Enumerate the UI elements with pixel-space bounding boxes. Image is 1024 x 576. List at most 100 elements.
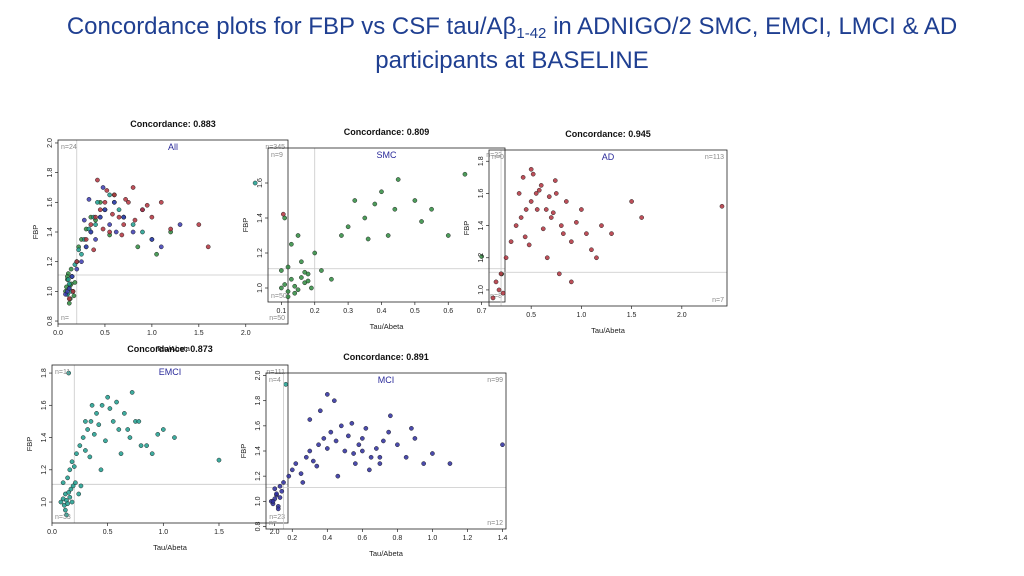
y-tick-label: 1.4 [47, 227, 54, 237]
group-label: EMCI [159, 367, 182, 377]
data-point [445, 233, 451, 238]
data-point [292, 290, 298, 296]
x-tick-label: 0.2 [310, 308, 320, 315]
x-tick-label: 0.6 [357, 535, 367, 542]
data-point [412, 436, 418, 441]
y-tick-label: 1.6 [257, 178, 264, 188]
data-point [279, 285, 284, 291]
y-axis-label: FBP [462, 221, 471, 236]
data-point [69, 499, 75, 505]
data-point [360, 436, 365, 441]
data-point [584, 231, 589, 236]
data-point [130, 229, 136, 235]
data-point [508, 239, 514, 244]
count-top-right: n=99 [487, 377, 503, 384]
chart-title: Concordance: 0.891 [343, 352, 429, 362]
data-point [252, 180, 258, 186]
data-point [83, 448, 88, 453]
data-point [275, 506, 281, 512]
data-point [96, 422, 102, 427]
data-point [66, 370, 72, 376]
data-point [310, 458, 316, 464]
data-point [274, 491, 279, 497]
x-tick-label: 1.0 [158, 529, 168, 536]
data-point [79, 259, 84, 265]
data-point [305, 278, 311, 284]
data-point [149, 451, 155, 456]
data-point [534, 207, 540, 212]
data-point [140, 229, 145, 235]
x-axis-label: Tau/Abeta [370, 322, 405, 331]
data-point [351, 451, 356, 456]
y-tick-label: 1.2 [257, 248, 264, 258]
count-top-right: n=22 [486, 152, 502, 159]
title-text-post: in ADNIGO/2 SMC, EMCI, LMCI & AD [546, 13, 958, 40]
x-tick-label: 0.4 [322, 535, 332, 542]
chart-title: Concordance: 0.945 [565, 129, 651, 139]
data-point [100, 185, 106, 190]
data-point [91, 247, 96, 253]
data-point [81, 217, 87, 223]
data-point [289, 276, 294, 282]
data-point [66, 296, 72, 302]
data-point [528, 199, 534, 204]
x-tick-label: 0.8 [393, 535, 403, 542]
count-bottom-left: n=50 [271, 293, 287, 300]
data-point [71, 293, 77, 299]
data-point [69, 459, 75, 465]
count-top-right: n=345 [265, 144, 285, 151]
data-point [88, 229, 94, 235]
data-point [388, 413, 393, 419]
data-point [95, 177, 100, 183]
group-label: SMC [377, 150, 398, 160]
data-point [353, 461, 358, 466]
x-tick-label: 0.4 [377, 308, 387, 315]
data-point [140, 207, 145, 213]
x-tick-label: 1.5 [214, 529, 224, 536]
data-point [93, 237, 98, 242]
y-tick-label: 1.2 [41, 465, 48, 475]
x-axis-label: Tau/Abeta [369, 549, 404, 558]
data-point [556, 271, 562, 277]
data-point [277, 483, 283, 489]
y-tick-label: 1.8 [478, 156, 485, 166]
group-label: All [168, 142, 178, 152]
data-point [319, 268, 324, 273]
data-point [116, 214, 122, 220]
x-tick-label: 1.2 [463, 535, 473, 542]
data-point [314, 463, 320, 469]
plot-frame [267, 147, 506, 303]
count-bottom-right: n=7 [712, 297, 724, 304]
data-point [540, 226, 546, 232]
y-tick-label: 1.8 [255, 396, 262, 406]
data-point [331, 398, 337, 404]
data-point [574, 220, 579, 225]
plot-panel-all: Concordance: 0.883 All n=24 n=345 n= n=50 0.0 0… [22, 110, 289, 353]
data-point [67, 467, 73, 473]
data-point [719, 203, 725, 209]
chart-title: Concordance: 0.883 [130, 119, 216, 129]
plot-panel-emci: Concordance: 0.873 EMCI n=11 n=111 n=33 n=23 0… [22, 335, 289, 552]
data-point [205, 244, 211, 250]
data-point [77, 443, 83, 448]
data-point [335, 473, 341, 479]
data-point [93, 222, 98, 227]
count-top-left: n=0 [492, 154, 504, 161]
data-point [67, 494, 73, 500]
group-label: AD [602, 152, 615, 162]
data-point [138, 443, 144, 448]
y-tick-label: 1.0 [478, 285, 485, 295]
x-tick-label: 2.0 [241, 330, 251, 337]
data-point [135, 244, 141, 250]
data-point [88, 419, 94, 424]
count-bottom-right: n=12 [487, 520, 503, 527]
data-point [385, 233, 391, 238]
data-point [356, 442, 362, 448]
x-tick-label: 0.5 [103, 529, 113, 536]
data-point [118, 451, 124, 456]
data-point [102, 207, 108, 213]
scatter-plot-all: Concordance: 0.883 All n=24 n=345 n= n=50 0.0 0… [31, 119, 289, 353]
data-point [629, 199, 634, 204]
count-top-left: n=24 [61, 144, 77, 151]
data-point [496, 287, 502, 293]
